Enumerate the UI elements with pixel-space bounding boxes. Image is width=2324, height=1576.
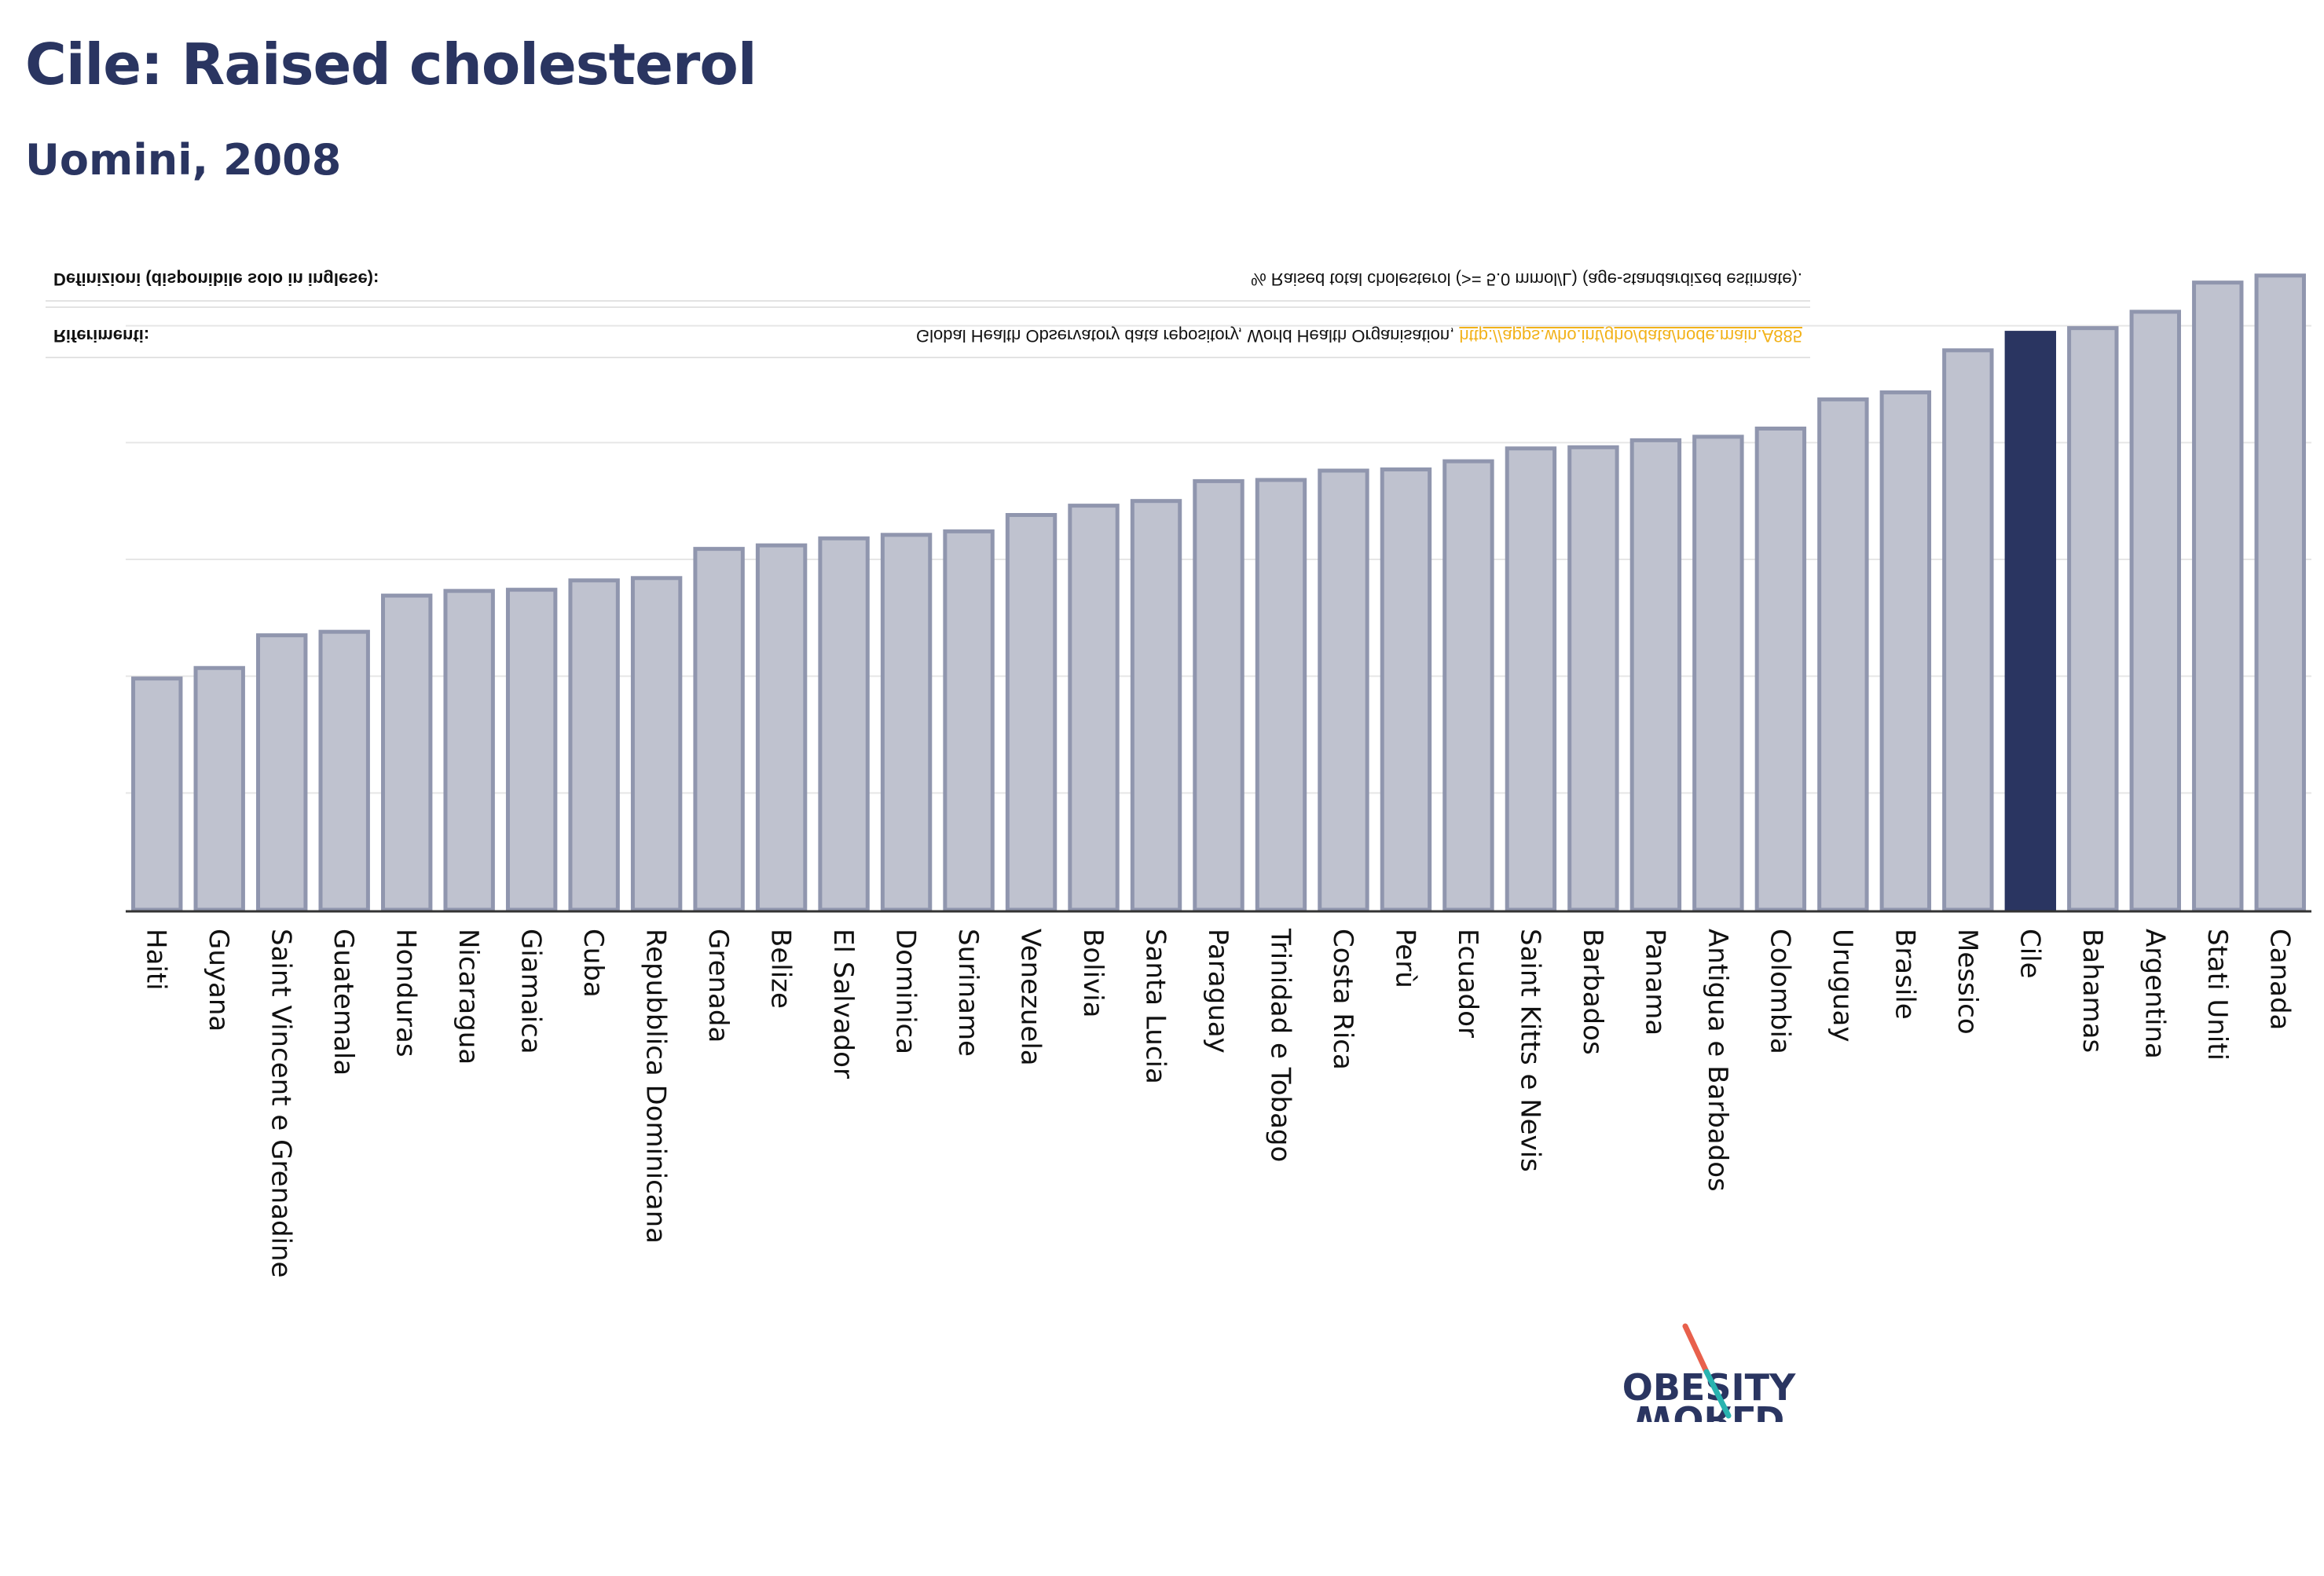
bar-grenada bbox=[693, 547, 745, 912]
references-label: Riferimenti: bbox=[53, 326, 150, 346]
bar-messico bbox=[1942, 348, 1994, 912]
x-tick-label: El Salvador bbox=[827, 929, 859, 1079]
x-tick-label: Guatemala bbox=[328, 929, 359, 1076]
x-tick-label: Argentina bbox=[2139, 929, 2170, 1059]
bar-nicaragua bbox=[443, 588, 495, 912]
x-tick-label: Bolivia bbox=[1077, 929, 1109, 1017]
bars bbox=[131, 273, 2306, 912]
x-tick-label: Cuba bbox=[577, 929, 609, 998]
bar-bolivia bbox=[1068, 504, 1120, 912]
x-tick-label: Stati Uniti bbox=[2201, 929, 2233, 1061]
references-text: Global Health Observatory data repositor… bbox=[916, 326, 1460, 346]
x-tick-label: Messico bbox=[1952, 929, 1983, 1035]
bar-trinidad-e-tobago bbox=[1255, 478, 1307, 912]
bar-repubblica-dominicana bbox=[630, 576, 683, 912]
chart-subtitle: Uomini, 2008 bbox=[25, 135, 342, 185]
bar-belize bbox=[755, 543, 808, 912]
bar-dominica bbox=[880, 533, 933, 912]
bar-brasile bbox=[1879, 390, 1932, 912]
bar-antigua-e-barbados bbox=[1692, 434, 1744, 912]
bar-guatemala bbox=[318, 629, 370, 912]
x-tick-label: Barbados bbox=[1577, 929, 1608, 1055]
bar-suriname bbox=[943, 529, 995, 912]
x-tick-label: Paraguay bbox=[1202, 929, 1233, 1054]
x-tick-label: Grenada bbox=[702, 929, 734, 1043]
x-tick-label: Panama bbox=[1639, 929, 1670, 1035]
x-tick-label: Venezuela bbox=[1015, 929, 1047, 1066]
bar-paraguay bbox=[1193, 478, 1244, 912]
x-tick-label: Perù bbox=[1389, 929, 1420, 988]
x-tick-label: Giamaica bbox=[515, 929, 547, 1054]
bar-uruguay bbox=[1817, 397, 1869, 912]
x-tick-label: Dominica bbox=[890, 929, 922, 1054]
bar-argentina bbox=[2129, 310, 2181, 912]
logo-slash-teal bbox=[1703, 1369, 1732, 1419]
x-tick-label: Cile bbox=[2014, 929, 2045, 979]
x-tick-label: Brasile bbox=[1889, 929, 1920, 1020]
bar-venezuela bbox=[1005, 513, 1058, 912]
x-tick-label: Honduras bbox=[390, 929, 422, 1057]
x-tick-label: Repubblica Dominicana bbox=[640, 929, 672, 1244]
definitions-text: % Raised total cholesterol (>= 5.0 mmol/… bbox=[1251, 269, 1802, 289]
x-tick-label: Suriname bbox=[952, 929, 984, 1057]
bar-saint-kitts-e-nevis bbox=[1505, 446, 1557, 912]
x-tick-label: Trinidad e Tobago bbox=[1264, 928, 1296, 1162]
references-row: Riferimenti: Global Health Observatory d… bbox=[46, 306, 1810, 358]
x-tick-labels: Haiti Guyana Saint Vincent e Grenadine Guat… bbox=[141, 928, 2296, 1277]
logo-world-text: WORLD bbox=[1633, 1398, 1785, 1422]
x-tick-label: Belize bbox=[765, 929, 797, 1009]
x-tick-label: Uruguay bbox=[1827, 929, 1858, 1043]
bar-stati-uniti bbox=[2192, 280, 2244, 912]
bar-guyana bbox=[193, 665, 245, 912]
bar-per- bbox=[1380, 467, 1432, 912]
x-tick-label: Bahamas bbox=[2077, 929, 2108, 1053]
bar-canada bbox=[2254, 273, 2306, 912]
bar-saint-vincent-e-grenadine bbox=[256, 633, 308, 912]
bar-el-salvador bbox=[818, 536, 870, 912]
bar-bahamas bbox=[2067, 326, 2119, 912]
bar-ecuador bbox=[1442, 459, 1494, 912]
definitions-row: Definizioni (disponibile solo in inglese… bbox=[46, 251, 1810, 302]
bar-honduras bbox=[380, 593, 433, 912]
definitions-label: Definizioni (disponibile solo in inglese… bbox=[53, 269, 379, 289]
bar-barbados bbox=[1567, 445, 1619, 912]
x-tick-label: Santa Lucia bbox=[1140, 929, 1171, 1084]
logo-slash-red bbox=[1682, 1323, 1710, 1375]
bar-santa-lucia bbox=[1130, 499, 1182, 912]
x-tick-label: Guyana bbox=[203, 929, 234, 1032]
x-tick-label: Antigua e Barbados bbox=[1702, 929, 1733, 1192]
x-tick-label: Ecuador bbox=[1452, 929, 1483, 1038]
references-value: Global Health Observatory data repositor… bbox=[916, 325, 1802, 346]
x-tick-label: Canada bbox=[2264, 929, 2295, 1030]
references-link[interactable]: http://apps.who.int/gho/data/node.main.A… bbox=[1459, 326, 1802, 346]
x-tick-label: Nicaragua bbox=[453, 929, 484, 1065]
bar-colombia bbox=[1754, 426, 1807, 912]
x-tick-label: Saint Vincent e Grenadine bbox=[266, 929, 297, 1277]
bar-cuba bbox=[568, 578, 620, 912]
bar-costa-rica bbox=[1318, 468, 1369, 912]
x-tick-label: Colombia bbox=[1764, 929, 1795, 1054]
chart-title: Cile: Raised cholesterol bbox=[25, 31, 757, 97]
bar-haiti bbox=[131, 676, 183, 912]
info-panel: Definizioni (disponibile solo in inglese… bbox=[46, 251, 1810, 358]
x-tick-label: Haiti bbox=[141, 929, 172, 991]
bar-giamaica bbox=[505, 588, 558, 912]
bar-cile bbox=[2004, 331, 2057, 912]
bar-panama bbox=[1629, 438, 1682, 912]
world-obesity-logo: OBESITY WORLD bbox=[1622, 1323, 1796, 1422]
x-tick-label: Saint Kitts e Nevis bbox=[1514, 929, 1545, 1172]
x-tick-label: Costa Rica bbox=[1327, 929, 1358, 1070]
